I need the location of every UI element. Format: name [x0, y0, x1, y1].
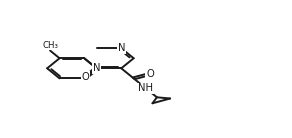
Text: O: O [82, 72, 90, 82]
Text: NH: NH [138, 83, 154, 93]
Text: N: N [93, 63, 100, 73]
Text: N: N [118, 43, 125, 53]
Text: O: O [146, 69, 154, 79]
Text: CH₃: CH₃ [42, 41, 58, 50]
